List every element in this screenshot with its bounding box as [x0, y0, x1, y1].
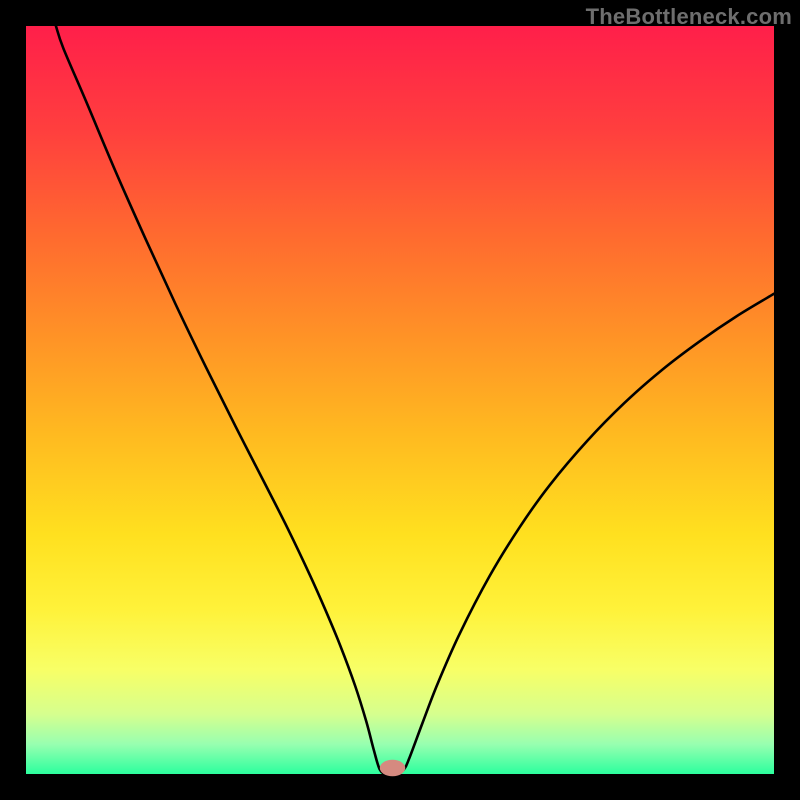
minimum-marker: [380, 760, 405, 776]
watermark-text: TheBottleneck.com: [586, 4, 792, 30]
chart-svg: [0, 0, 800, 800]
bottleneck-chart: TheBottleneck.com: [0, 0, 800, 800]
chart-gradient-background: [26, 26, 774, 774]
